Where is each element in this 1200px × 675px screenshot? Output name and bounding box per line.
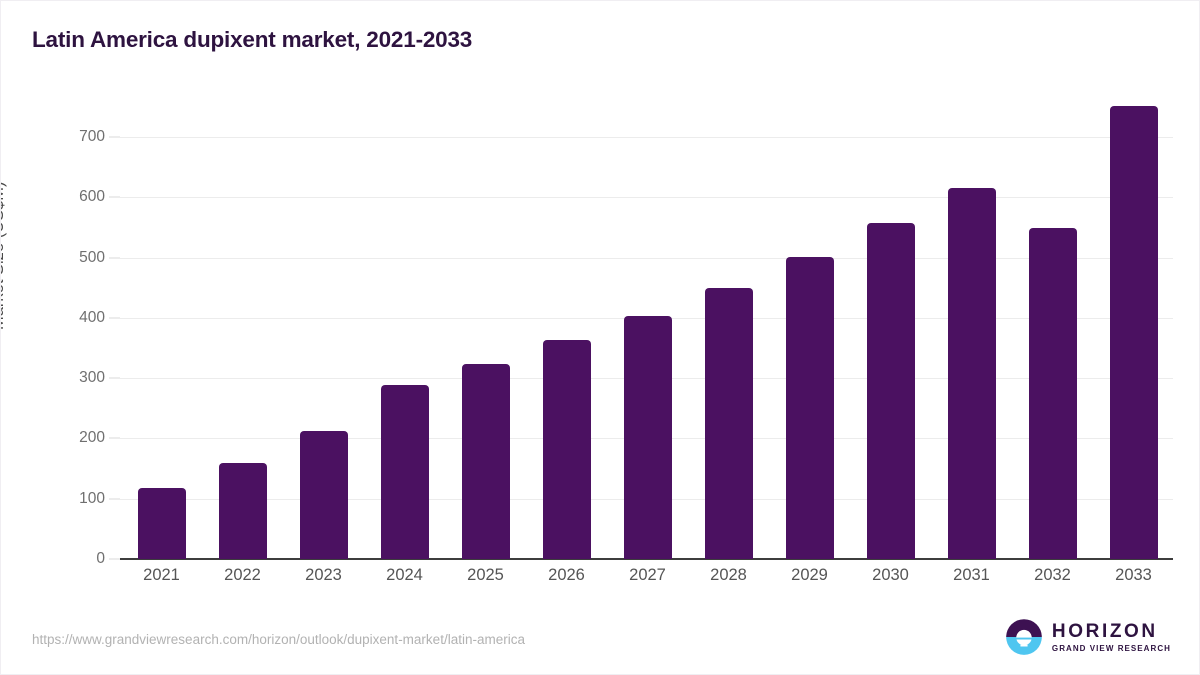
y-axis-tick-mark: [109, 498, 120, 500]
y-axis-tick-label: 100: [79, 489, 105, 507]
x-axis-tick-label: 2024: [386, 566, 423, 584]
bar[interactable]: [218, 462, 267, 559]
y-axis-tick-label: 400: [79, 308, 105, 326]
y-axis-tick-mark: [109, 558, 120, 560]
y-axis-tick-mark: [109, 377, 120, 379]
x-axis-line: [120, 558, 1173, 560]
y-axis-tick-mark: [109, 196, 120, 198]
gridline: [120, 197, 1173, 199]
bar[interactable]: [137, 487, 186, 559]
x-axis-tick-label: 2031: [953, 566, 990, 584]
bar[interactable]: [866, 223, 915, 559]
y-axis-title: Market Size (US$M): [0, 181, 7, 330]
x-axis-tick-label: 2030: [872, 566, 909, 584]
bar[interactable]: [623, 315, 672, 559]
horizon-logo-icon: [1006, 619, 1042, 655]
y-axis-tick-mark: [109, 136, 120, 138]
bar[interactable]: [380, 384, 429, 559]
x-axis-tick-label: 2023: [305, 566, 342, 584]
y-axis-tick-mark: [109, 437, 120, 439]
bar-series: [120, 101, 1173, 559]
bar[interactable]: [542, 340, 591, 559]
x-axis-tick-label: 2032: [1034, 566, 1071, 584]
gridline: [120, 257, 1173, 259]
bar[interactable]: [1109, 106, 1158, 559]
bar[interactable]: [704, 287, 753, 559]
y-axis-tick-label: 600: [79, 188, 105, 206]
bar[interactable]: [785, 257, 834, 559]
y-axis-tick-label: 700: [79, 128, 105, 146]
gridline: [120, 137, 1173, 139]
x-axis-tick-label: 2022: [224, 566, 261, 584]
brand-logo: HORIZON GRAND VIEW RESEARCH: [1005, 618, 1171, 656]
x-axis-tick-label: 2033: [1115, 566, 1152, 584]
bar[interactable]: [947, 187, 996, 559]
bar[interactable]: [299, 430, 348, 559]
y-axis-tick-label: 200: [79, 429, 105, 447]
page-title: Latin America dupixent market, 2021-2033: [32, 27, 473, 52]
x-axis-tick-label: 2021: [143, 566, 180, 584]
logo-text-block: HORIZON GRAND VIEW RESEARCH: [1052, 622, 1171, 653]
source-url[interactable]: https://www.grandviewresearch.com/horizo…: [32, 632, 525, 647]
x-axis-tick-layer: 2021 2022 2023 2024 2025 2026 2027 2028 2029 2030…: [120, 566, 1173, 596]
x-axis-tick-label: 2027: [629, 566, 666, 584]
logo-tagline: GRAND VIEW RESEARCH: [1051, 643, 1171, 653]
y-axis-tick-label: 300: [79, 369, 105, 387]
logo-name: HORIZON: [1051, 620, 1158, 642]
x-axis-tick-label: 2028: [710, 566, 747, 584]
y-axis-tick-mark: [109, 257, 120, 259]
bar[interactable]: [1028, 227, 1077, 559]
y-axis-tick-mark: [109, 317, 120, 319]
y-axis-tick-label: 0: [96, 550, 105, 567]
bar[interactable]: [461, 363, 510, 559]
x-axis-tick-label: 2026: [548, 566, 585, 584]
y-axis-tick-label: 500: [79, 248, 105, 266]
x-axis-tick-label: 2029: [791, 566, 828, 584]
x-axis-tick-label: 2025: [467, 566, 504, 584]
